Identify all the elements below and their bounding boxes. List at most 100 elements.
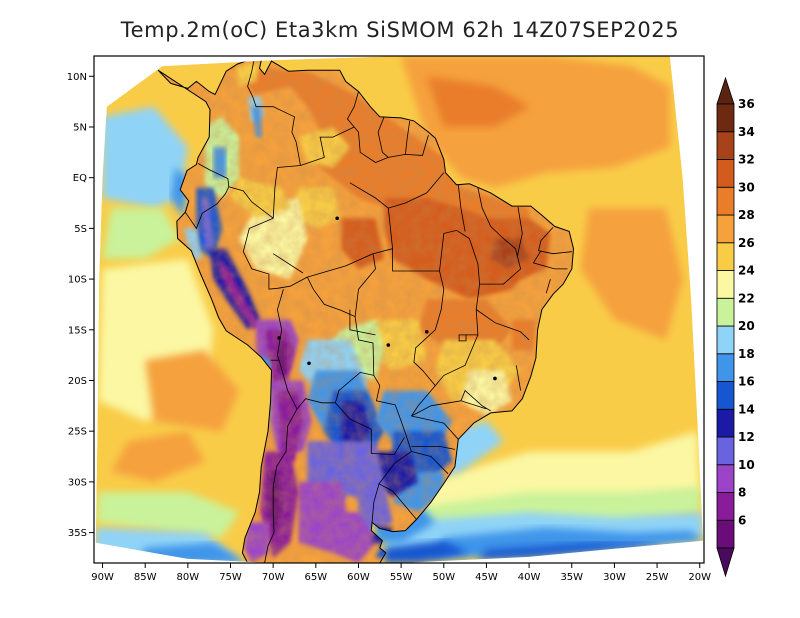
colorbar-swatch	[716, 159, 735, 188]
border-line	[515, 365, 521, 391]
colorbar-swatch	[716, 436, 735, 466]
political-borders	[157, 56, 575, 563]
lon-tick-label: 50W	[432, 572, 455, 583]
lon-tick-label: 25W	[646, 572, 669, 583]
lake-marker	[386, 343, 391, 347]
border-line	[184, 163, 230, 230]
border-line	[460, 389, 491, 412]
ocean-temp-region	[102, 208, 180, 259]
colorbar-label: 16	[738, 375, 755, 389]
border-line	[411, 334, 487, 417]
colorbar-swatch	[716, 242, 735, 271]
lat-tick-label: 20S	[68, 376, 87, 387]
lat-tick-label: 10S	[68, 275, 87, 286]
colorbar-swatch	[716, 519, 735, 549]
colorbar-label: 28	[738, 208, 755, 222]
latitude-axis: 10N 5N EQ 5S 10S 15S 20S 25S 30S 35S	[67, 72, 94, 539]
colorbar-low-arrow	[716, 547, 735, 578]
longitude-axis: 90W 85W 80W 75W 70W 65W 60W 55W 50W 45W 40W 35W 30W 2…	[91, 563, 711, 583]
border-line	[545, 278, 551, 294]
lat-tick-label: 25S	[68, 427, 87, 438]
border-line	[272, 253, 304, 274]
lake-marker	[307, 361, 311, 366]
map-field	[94, 56, 704, 563]
colorbar: 6 8 10 12 14 16 18 20 22 24 26 28 30 32 34 36	[716, 76, 755, 578]
lon-tick-label: 90W	[91, 572, 114, 583]
colorbar-high-arrow	[716, 76, 735, 105]
colorbar-swatch	[716, 353, 735, 382]
ocean-temp-region	[426, 76, 530, 127]
border-line	[411, 446, 455, 450]
colorbar-swatch	[716, 186, 735, 216]
border-line	[335, 402, 405, 455]
border-line	[377, 116, 389, 158]
lon-tick-label: 20W	[688, 572, 711, 583]
border-line	[307, 265, 346, 278]
border-line	[264, 408, 298, 563]
border-line	[371, 483, 380, 523]
colorbar-label: 32	[738, 153, 755, 167]
lat-tick-label: 5N	[73, 122, 87, 133]
colorbar-label: 26	[738, 236, 755, 250]
colorbar-label: 22	[738, 291, 755, 305]
border-line	[411, 451, 449, 475]
lon-tick-label: 85W	[134, 572, 157, 583]
colorbar-label: 18	[738, 347, 755, 361]
colorbar-swatch	[716, 270, 735, 299]
border-line	[457, 184, 466, 232]
colorbar-swatch	[716, 381, 735, 410]
lat-tick-label: 30S	[68, 477, 87, 488]
map-title: Temp.2m(oC) Eta3km SiSMOM 62h 14Z07SEP20…	[120, 18, 680, 42]
lat-tick-label: 15S	[68, 325, 87, 336]
colorbar-label: 6	[738, 513, 746, 527]
coastline	[157, 56, 575, 563]
lon-tick-label: 60W	[347, 572, 370, 583]
lat-tick-label: EQ	[73, 173, 87, 184]
lon-tick-label: 45W	[475, 572, 498, 583]
colorbar-label: 34	[738, 125, 755, 139]
ocean-temp-region	[102, 106, 188, 209]
ocean-temp-region	[111, 431, 205, 482]
lon-tick-label: 55W	[390, 572, 413, 583]
lon-tick-label: 75W	[219, 572, 242, 583]
lake-marker	[335, 216, 339, 221]
border-line	[247, 57, 301, 166]
lon-tick-label: 30W	[603, 572, 626, 583]
lat-tick-label: 35S	[68, 528, 87, 539]
colorbar-swatch	[716, 214, 735, 244]
border-line	[475, 309, 530, 341]
colorbar-label: 20	[738, 319, 755, 333]
lake-marker	[424, 330, 429, 334]
lake-marker	[493, 376, 497, 381]
colorbar-swatch	[716, 408, 735, 438]
lon-tick-label: 80W	[177, 572, 200, 583]
border-line	[477, 187, 522, 285]
colorbar-label: 24	[738, 264, 755, 278]
colorbar-label: 8	[738, 486, 746, 500]
border-line	[388, 172, 445, 209]
lat-tick-label: 5S	[74, 224, 87, 235]
colorbar-label: 14	[738, 402, 755, 416]
colorbar-label: 10	[738, 458, 755, 472]
ocean-temp-region	[580, 208, 683, 340]
colorbar-swatch	[716, 325, 735, 355]
border-line	[349, 309, 376, 336]
colorbar-label: 36	[738, 97, 755, 111]
ocean-temp-region	[477, 542, 666, 559]
colorbar-label: 12	[738, 430, 755, 444]
ocean-temp-region	[96, 492, 239, 538]
lake-marker	[277, 336, 281, 340]
map-frame	[93, 55, 705, 564]
border-line	[345, 182, 394, 267]
border-line	[392, 248, 445, 386]
border-line	[228, 186, 274, 219]
border-line	[405, 120, 411, 155]
border-line	[538, 227, 572, 255]
border-line	[516, 207, 523, 257]
colorbar-swatch	[716, 297, 735, 327]
colorbar-label: 30	[738, 180, 755, 194]
border-line	[354, 253, 376, 317]
lat-tick-label: 10N	[67, 72, 87, 83]
lon-tick-label: 35W	[560, 572, 583, 583]
border-line	[532, 250, 568, 270]
